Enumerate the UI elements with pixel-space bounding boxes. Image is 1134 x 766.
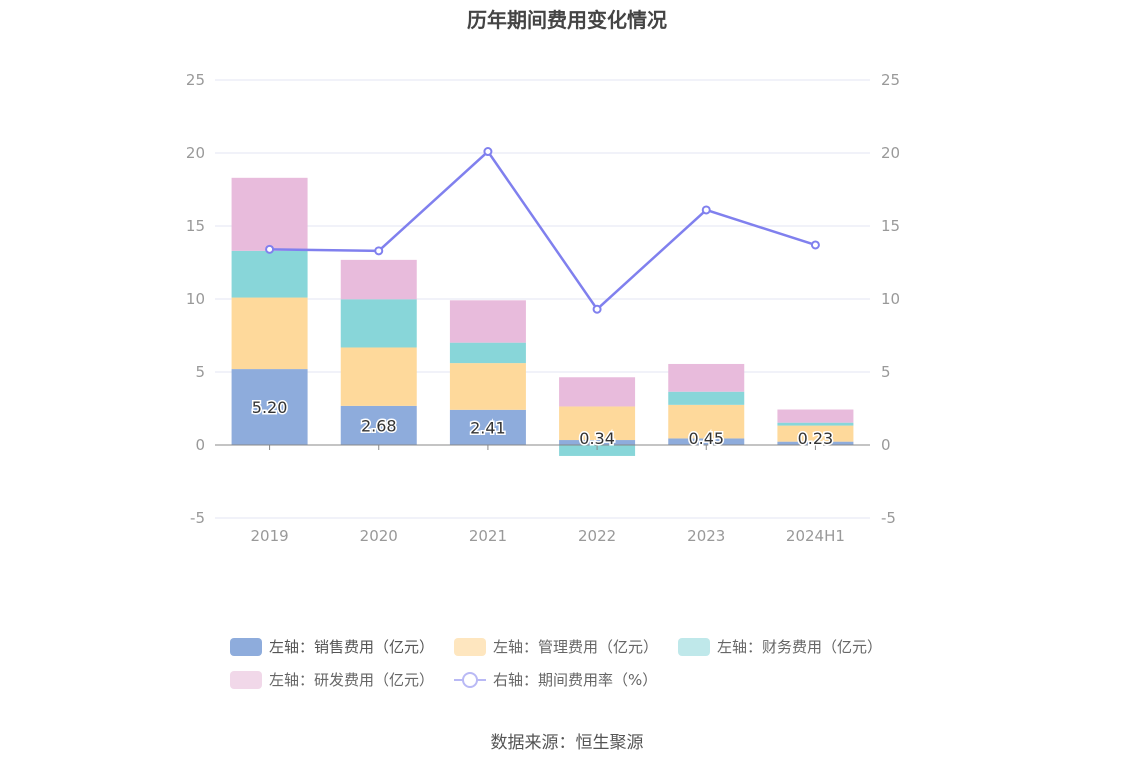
bar-2-2022: [559, 445, 636, 456]
expense-rate-point: [483, 147, 493, 157]
legend-swatch-expense-rate: [454, 671, 487, 689]
bar-2-2019: [231, 250, 308, 298]
expense-rate-point: [374, 246, 384, 256]
legend-label-expense-rate: 右轴：期间费用率（%）: [493, 671, 658, 689]
data-label-sales: 2.41: [470, 418, 506, 437]
legend-item-sales[interactable]: 左轴：销售费用（亿元）: [230, 636, 434, 657]
y-left-tick-label: 0: [195, 436, 205, 454]
bar-3-2022: [559, 377, 636, 407]
bar-0-2022: [559, 440, 636, 445]
chart-legend: 左轴：销售费用（亿元） 左轴：管理费用（亿元） 左轴：财务费用（亿元） 左轴：研…: [230, 630, 930, 696]
bar-3-2023: [668, 363, 745, 392]
legend-label-admin: 左轴：管理费用（亿元）: [493, 638, 659, 656]
legend-item-rnd[interactable]: 左轴：研发费用（亿元）: [230, 669, 434, 690]
bar-0-2024H1: [777, 441, 854, 445]
y-right-tick-label: 15: [881, 217, 900, 235]
bar-2-2021: [449, 342, 526, 364]
legend-swatch-rnd: [230, 670, 262, 689]
legend-item-finance[interactable]: 左轴：财务费用（亿元）: [678, 636, 882, 657]
bar-2-2024H1: [777, 422, 854, 426]
bar-0-2019: [231, 369, 308, 445]
y-right-tick-label: 0: [881, 436, 891, 454]
bar-1-2019: [231, 297, 308, 370]
chart-title: 历年期间费用变化情况: [467, 8, 667, 32]
bar-1-2023: [668, 404, 745, 439]
y-left-tick-label: 10: [186, 290, 205, 308]
data-label-sales: 5.20: [252, 398, 288, 417]
expense-rate-line: [269, 149, 816, 312]
x-tick-label: 2024H1: [786, 527, 845, 545]
bar-1-2024H1: [777, 425, 854, 442]
bar-3-2020: [340, 259, 417, 300]
data-label-sales: 2.68: [361, 416, 397, 435]
legend-item-admin[interactable]: 左轴：管理费用（亿元）: [454, 636, 658, 657]
legend-row-1: 左轴：销售费用（亿元） 左轴：管理费用（亿元） 左轴：财务费用（亿元）: [230, 630, 930, 663]
y-left-tick-label: 20: [186, 144, 205, 162]
y-right-tick-label: 5: [881, 363, 891, 381]
x-tick-label: 2023: [687, 527, 725, 545]
y-right-tick-label: 20: [881, 144, 900, 162]
bar-3-2021: [449, 300, 526, 343]
legend-swatch-sales: [230, 637, 262, 656]
y-left-tick-label: 5: [195, 363, 205, 381]
expense-rate-point: [265, 244, 275, 254]
legend-swatch-admin: [454, 637, 487, 656]
bar-3-2024H1: [777, 409, 854, 423]
bar-0-2020: [340, 405, 417, 445]
bar-2-2023: [668, 391, 745, 405]
y-left-tick-label: 25: [186, 71, 205, 89]
legend-item-expense-rate[interactable]: 右轴：期间费用率（%）: [454, 669, 657, 690]
x-tick-label: 2020: [360, 527, 398, 545]
y-right-tick-label: 25: [881, 71, 900, 89]
legend-label-finance: 左轴：财务费用（亿元）: [717, 638, 883, 656]
expense-rate-point: [592, 304, 602, 314]
bar-2-2020: [340, 299, 417, 348]
legend-swatch-finance: [678, 637, 711, 656]
bar-1-2021: [449, 363, 526, 410]
expense-rate-point: [810, 240, 820, 250]
bar-0-2021: [449, 409, 526, 445]
bar-1-2022: [559, 406, 636, 441]
legend-row-2: 左轴：研发费用（亿元） 右轴：期间费用率（%）: [230, 663, 930, 696]
chart-canvas: -5 0 5 10 15 20 25 -5 0 5 10 15 20 25 2019 2020 2021 2022…: [186, 71, 900, 545]
bar-3-2019: [231, 177, 308, 251]
x-tick-label: 2021: [469, 527, 507, 545]
legend-label-rnd: 左轴：研发费用（亿元）: [269, 671, 435, 689]
bar-1-2020: [340, 347, 417, 406]
x-tick-label: 2019: [250, 527, 288, 545]
x-tick-label: 2022: [578, 527, 616, 545]
data-label-sales: 0.34: [579, 429, 615, 448]
y-right-tick-label: -5: [881, 509, 896, 527]
data-label-sales: 0.23: [798, 429, 834, 448]
data-label-sales: 0.45: [688, 429, 724, 448]
legend-label-sales: 左轴：销售费用（亿元）: [269, 638, 435, 656]
expense-rate-point: [701, 205, 711, 215]
data-source: 数据来源：恒生聚源: [490, 733, 644, 753]
bar-0-2023: [668, 438, 745, 445]
y-right-tick-label: 10: [881, 290, 900, 308]
y-left-tick-label: -5: [190, 509, 205, 527]
y-left-tick-label: 15: [186, 217, 205, 235]
